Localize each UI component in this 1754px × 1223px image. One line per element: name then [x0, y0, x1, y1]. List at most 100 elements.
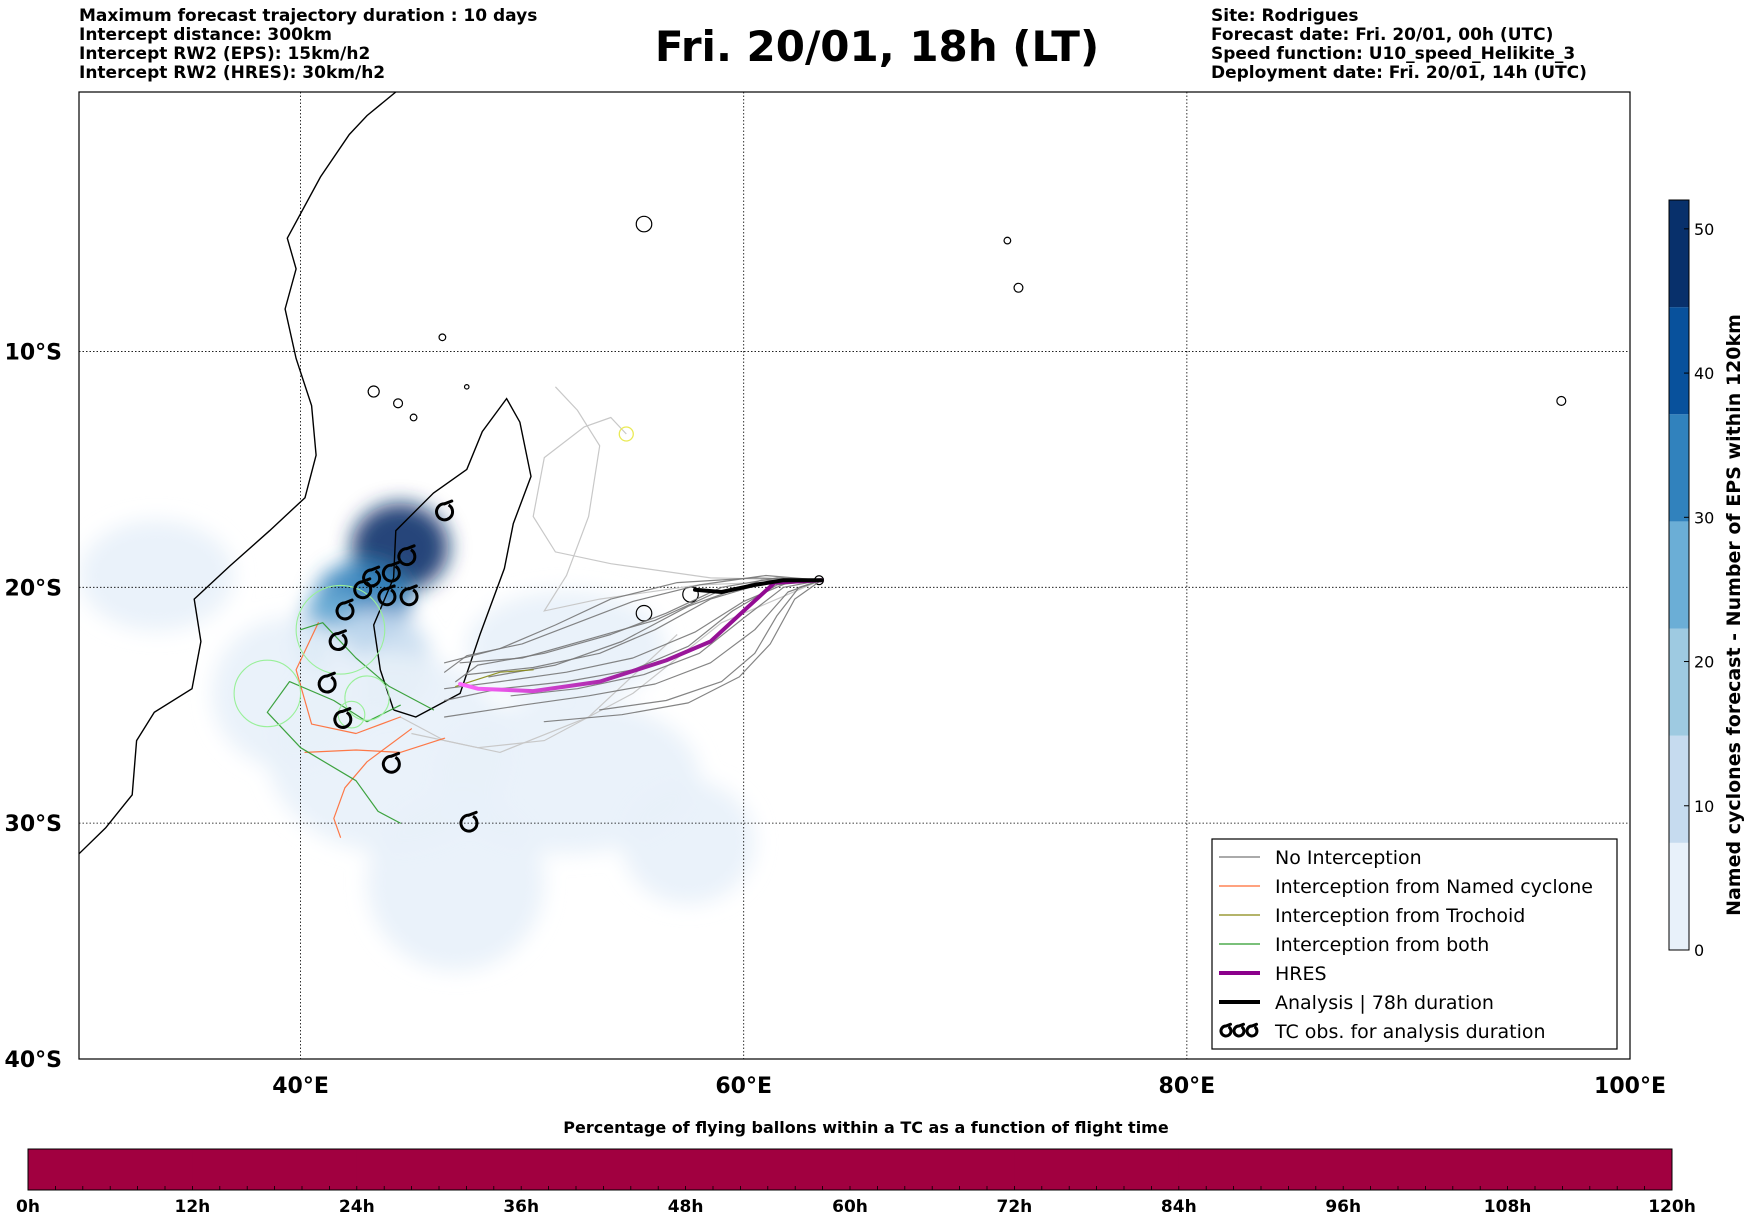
- legend-label: HRES: [1275, 963, 1327, 985]
- island: [635, 604, 653, 622]
- coastline-segment: [79, 92, 397, 855]
- tc-observation-layer: [317, 499, 479, 833]
- longitude-tick-label: 100°E: [1594, 1074, 1666, 1099]
- flight-time-tick-label: 84h: [1161, 1197, 1197, 1217]
- eps-colorbar: 0 10 20 30 40 50: [1668, 199, 1714, 960]
- trajectory-no-interception: [599, 579, 822, 711]
- tc-observation-icon: [397, 544, 417, 567]
- trajectory-interception-from-named-cyclone: [304, 737, 446, 753]
- island: [1556, 395, 1567, 406]
- flight-time-tick-label: 72h: [997, 1197, 1033, 1217]
- trajectory-no-interception: [455, 577, 822, 683]
- colorbar-segment: [1669, 842, 1689, 950]
- axis-tick-labels: 40°E 60°E 80°E 100°E 10°S 20°S 30°S 40°S: [5, 340, 1666, 1099]
- legend-label: Analysis | 78h duration: [1275, 992, 1494, 1014]
- flight-time-cell: [1343, 1149, 1509, 1190]
- flight-time-tick-label: 96h: [1325, 1197, 1361, 1217]
- eps-colorbar-label: Named cyclones forecast - Number of EPS …: [1723, 314, 1745, 916]
- eps-density-patch: [621, 779, 755, 905]
- trajectory-hres: [458, 578, 824, 694]
- map-legend: No Interception Interception from Named c…: [1211, 838, 1618, 1050]
- colorbar-segment: [1669, 521, 1689, 629]
- tc-observation-icon: [459, 810, 479, 833]
- island: [393, 398, 404, 409]
- longitude-tick-label: 80°E: [1159, 1074, 1216, 1099]
- tc-observation-icon: [381, 751, 401, 774]
- flight-time-tick-label: 120h: [1648, 1197, 1696, 1217]
- faded-trajectory: [532, 416, 822, 581]
- colorbar-tick-label: 10: [1694, 797, 1714, 816]
- legend-box: [1211, 838, 1618, 1050]
- forecast-parameters-right: Site: Rodrigues Forecast date: Fri. 20/0…: [1211, 7, 1587, 83]
- flight-time-cell: [1178, 1149, 1344, 1190]
- tc-observation-icon: [317, 671, 337, 694]
- legend-label: Interception from both: [1275, 934, 1489, 956]
- island: [635, 215, 653, 233]
- faded-trajectory: [400, 634, 678, 754]
- colorbar-tick-label: 40: [1694, 364, 1714, 383]
- interception-circle: [295, 584, 386, 675]
- flight-time-cell: [1507, 1149, 1673, 1190]
- legend-label: Interception from Trochoid: [1275, 905, 1525, 927]
- colorbar-segment: [1669, 414, 1689, 522]
- trajectory-loop: [618, 426, 634, 442]
- forecast-parameters-left: Maximum forecast trajectory duration : 1…: [79, 7, 537, 83]
- colorbar-frame: [1668, 199, 1690, 951]
- flight-time-cell: [685, 1149, 851, 1190]
- flight-time-cell: [521, 1149, 687, 1190]
- info-line: Intercept RW2 (EPS): 15km/h2: [79, 44, 371, 64]
- trajectory-interception-from-both: [266, 681, 401, 824]
- flight-time-tick-label: 48h: [668, 1197, 704, 1217]
- island: [463, 384, 470, 390]
- info-line: Intercept RW2 (HRES): 30km/h2: [79, 63, 386, 83]
- tc-observation-icon: [399, 584, 419, 607]
- island: [409, 413, 418, 422]
- trajectory-no-interception: [444, 579, 822, 718]
- info-line: Maximum forecast trajectory duration : 1…: [79, 6, 538, 26]
- interception-circle: [233, 659, 302, 728]
- faded-trajectory: [543, 386, 822, 612]
- trajectory-no-interception: [444, 577, 822, 664]
- legend-tc-icon: [1245, 1022, 1259, 1038]
- page-title: Fri. 20/01, 18h (LT): [654, 22, 1100, 71]
- island: [367, 385, 380, 398]
- colorbar-segment: [1669, 628, 1689, 736]
- colorbar-tick-label: 0: [1694, 941, 1704, 960]
- trajectory-interception-from-both: [300, 622, 435, 711]
- flight-time-tick-label: 24h: [339, 1197, 375, 1217]
- info-line: Site: Rodrigues: [1211, 6, 1359, 26]
- island: [438, 333, 447, 342]
- flight-time-cell: [356, 1149, 522, 1190]
- flight-time-tick-label: 0h: [16, 1197, 40, 1217]
- legend-label: No Interception: [1275, 847, 1422, 869]
- tc-observation-icon: [377, 584, 397, 607]
- flight-time-cell: [1014, 1149, 1180, 1190]
- legend-tc-icon: [1219, 1022, 1233, 1038]
- longitude-tick-label: 40°E: [272, 1074, 329, 1099]
- latitude-tick-label: 30°S: [5, 812, 62, 837]
- legend-tc-icon: [1232, 1022, 1246, 1038]
- trajectory-analysis-78h-duration: [693, 578, 824, 594]
- map-frame: [78, 91, 1631, 1060]
- legend-label: Interception from Named cyclone: [1275, 876, 1593, 898]
- legend-label: TC obs. for analysis duration: [1274, 1021, 1546, 1043]
- tc-observation-icon: [333, 707, 353, 729]
- tc-observation-icon: [381, 560, 401, 583]
- trajectory-no-interception: [510, 579, 822, 697]
- colorbar-tick-label: 20: [1694, 653, 1714, 672]
- longitude-tick-label: 60°E: [715, 1074, 772, 1099]
- tc-observation-icon: [435, 499, 455, 522]
- eps-density-patch: [466, 590, 667, 702]
- flight-time-bar: 0h 12h 24h 36h 48h 60h 72h 84h 96h 108h 120h: [16, 1148, 1696, 1217]
- info-line: Forecast date: Fri. 20/01, 00h (UTC): [1211, 25, 1554, 45]
- flight-time-tick-label: 36h: [503, 1197, 539, 1217]
- graticule: [79, 92, 1630, 1059]
- eps-density-patch: [79, 520, 235, 631]
- trajectory-no-interception: [444, 579, 822, 690]
- info-line: Intercept distance: 300km: [79, 25, 332, 45]
- colorbar-tick-label: 30: [1694, 508, 1714, 527]
- map-area[interactable]: [79, 92, 1630, 1059]
- colorbar-segment: [1669, 307, 1689, 415]
- info-line: Speed function: U10_speed_Helikite_3: [1211, 44, 1576, 64]
